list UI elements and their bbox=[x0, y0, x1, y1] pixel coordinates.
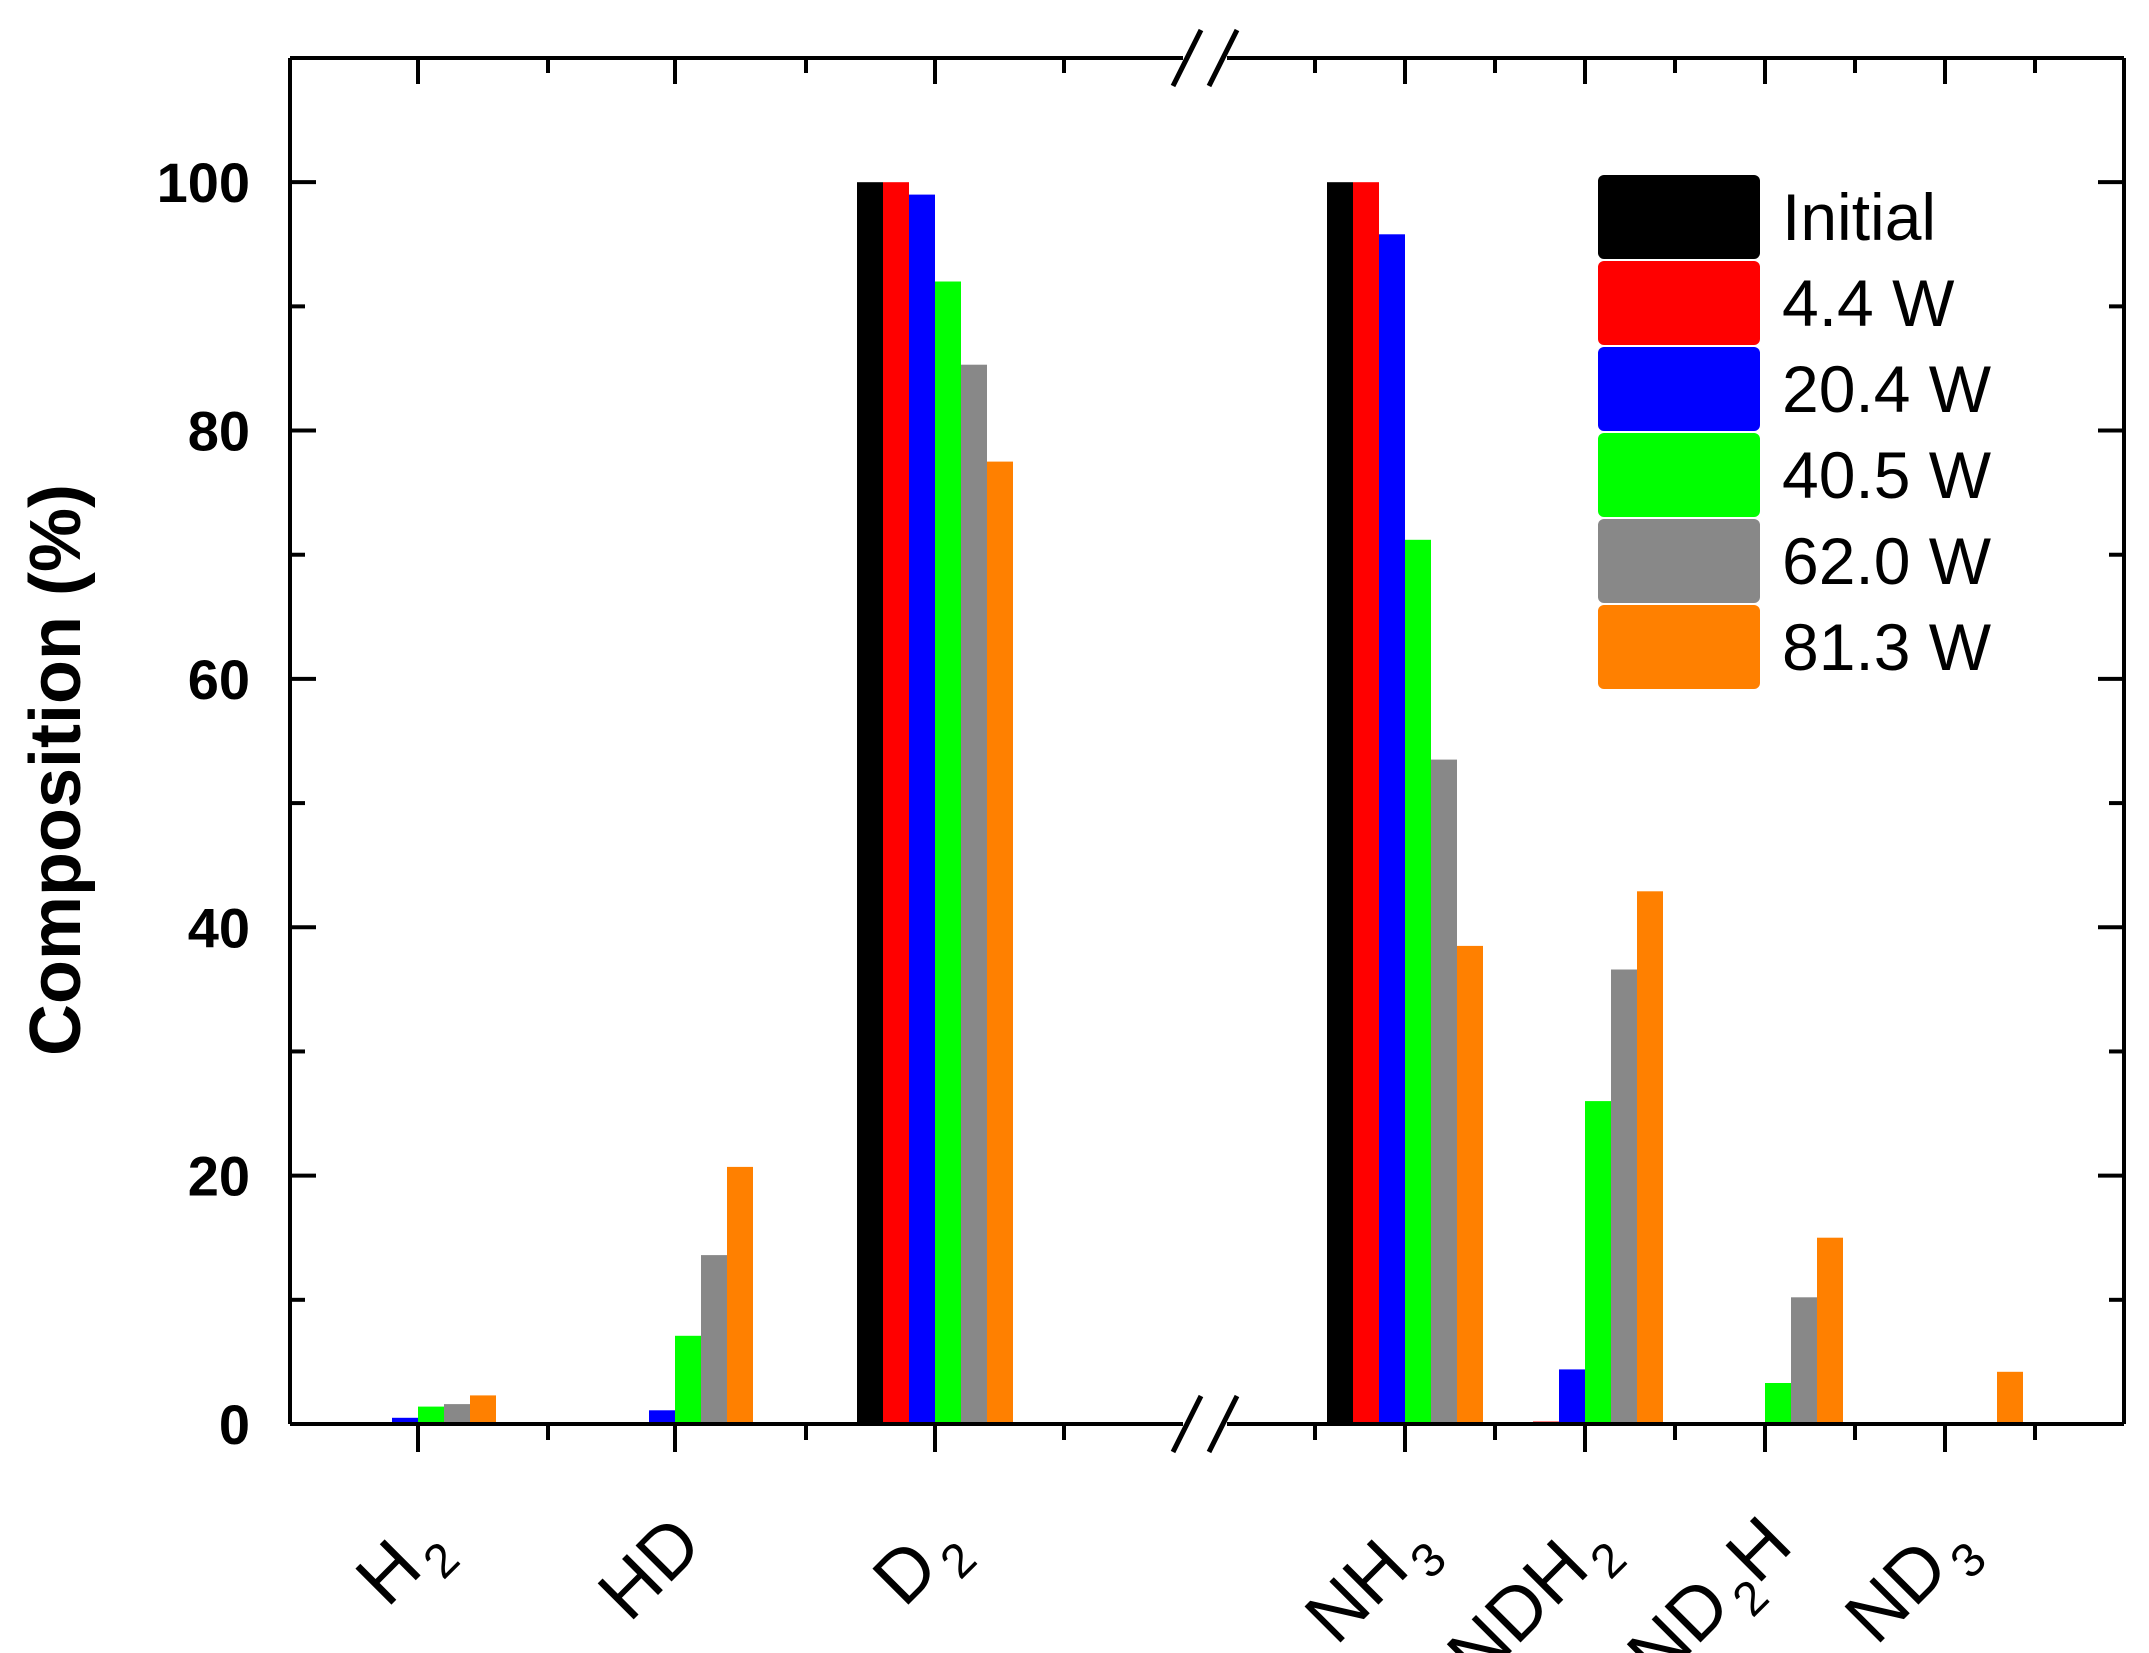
bar-2-2 bbox=[909, 194, 935, 1425]
category-label-tail: H bbox=[1710, 1501, 1806, 1597]
ytick-label-60: 60 bbox=[188, 648, 250, 711]
bar-3-0 bbox=[418, 1406, 444, 1424]
axis-break-mark-0-1 bbox=[1206, 1394, 1240, 1454]
category-label-base: HD bbox=[582, 1501, 716, 1635]
legend-swatch-4 bbox=[1598, 519, 1760, 603]
bar-5-5 bbox=[1817, 1237, 1843, 1424]
bar-2-0 bbox=[392, 1417, 418, 1424]
category-label-5: ND2H bbox=[1611, 1501, 1817, 1653]
category-label-6: ND3 bbox=[1829, 1501, 1997, 1653]
bar-3-5 bbox=[1765, 1383, 1791, 1424]
bar-4-3 bbox=[1431, 759, 1457, 1424]
legend-swatch-5 bbox=[1598, 605, 1760, 689]
ytick-label-0: 0 bbox=[219, 1393, 250, 1456]
legend-label-3: 40.5 W bbox=[1782, 438, 1992, 512]
ytick-label-40: 40 bbox=[188, 896, 250, 959]
bar-3-1 bbox=[675, 1335, 701, 1424]
legend-swatch-1 bbox=[1598, 261, 1760, 345]
bar-0-3 bbox=[1327, 182, 1353, 1425]
category-label-base: H bbox=[340, 1524, 436, 1620]
y-tick-labels: 0 20 40 60 80 100 bbox=[157, 151, 250, 1456]
bar-5-3 bbox=[1457, 945, 1483, 1424]
legend: Initial 4.4 W 20.4 W 40.5 W 62.0 W 81.3 W bbox=[1598, 175, 1992, 689]
category-label-base: D bbox=[857, 1524, 953, 1620]
bar-3-3 bbox=[1405, 539, 1431, 1424]
bar-5-4 bbox=[1637, 891, 1663, 1424]
category-label-base: ND bbox=[1829, 1524, 1963, 1653]
bar-1-2 bbox=[883, 182, 909, 1425]
axis-break-mark-0-0 bbox=[1170, 1394, 1204, 1454]
axis-ticks bbox=[290, 58, 2124, 1452]
ytick-label-20: 20 bbox=[188, 1145, 250, 1208]
bar-2-1 bbox=[649, 1410, 675, 1424]
category-label-base: NDH bbox=[1431, 1524, 1603, 1653]
bar-1-3 bbox=[1353, 182, 1379, 1425]
category-label-2: D2 bbox=[857, 1501, 987, 1631]
legend-label-5: 81.3 W bbox=[1782, 610, 1992, 684]
y-axis-title: Composition (%) bbox=[16, 484, 96, 1056]
bars-group bbox=[392, 182, 2023, 1425]
axis-break-mark-1-1 bbox=[1206, 28, 1240, 88]
category-label-base: NH bbox=[1289, 1524, 1423, 1653]
bar-4-4 bbox=[1611, 969, 1637, 1424]
category-label-1: HD bbox=[582, 1501, 716, 1635]
bar-4-0 bbox=[444, 1404, 470, 1424]
bar-4-5 bbox=[1791, 1297, 1817, 1424]
ytick-label-80: 80 bbox=[188, 400, 250, 463]
bar-4-1 bbox=[701, 1255, 727, 1424]
bar-5-0 bbox=[470, 1395, 496, 1424]
ytick-label-100: 100 bbox=[157, 151, 250, 214]
axis-break-mark-1-0 bbox=[1170, 28, 1204, 88]
legend-label-2: 20.4 W bbox=[1782, 352, 1992, 426]
bar-3-2 bbox=[935, 281, 961, 1424]
bar-5-2 bbox=[987, 461, 1013, 1425]
legend-label-4: 62.0 W bbox=[1782, 524, 1992, 598]
legend-swatch-0 bbox=[1598, 175, 1760, 259]
bar-4-2 bbox=[961, 364, 987, 1425]
bar-2-3 bbox=[1379, 234, 1405, 1424]
bar-0-2 bbox=[857, 182, 883, 1425]
legend-swatch-2 bbox=[1598, 347, 1760, 431]
bar-5-6 bbox=[1997, 1371, 2023, 1424]
bar-5-1 bbox=[727, 1166, 753, 1424]
category-label-0: H2 bbox=[340, 1501, 470, 1631]
category-label-4: NDH2 bbox=[1431, 1501, 1637, 1653]
legend-label-0: Initial bbox=[1782, 180, 1936, 254]
legend-label-1: 4.4 W bbox=[1782, 266, 1955, 340]
category-label-3: NH3 bbox=[1289, 1501, 1457, 1653]
bar-3-4 bbox=[1585, 1101, 1611, 1424]
bar-2-4 bbox=[1559, 1369, 1585, 1424]
legend-swatch-3 bbox=[1598, 433, 1760, 517]
